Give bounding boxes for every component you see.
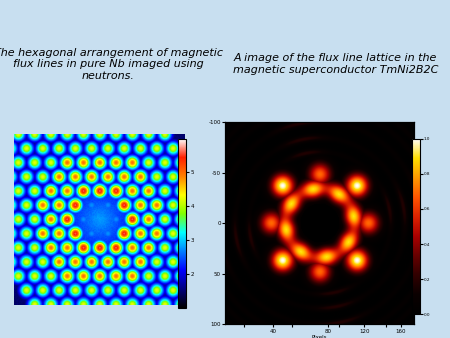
Text: The hexagonal arrangement of magnetic
flux lines in pure Nb imaged using
neutron: The hexagonal arrangement of magnetic fl… [0, 48, 222, 81]
Text: A image of the flux line lattice in the
magnetic superconductor TmNi2B2C: A image of the flux line lattice in the … [233, 53, 438, 75]
X-axis label: Pixels: Pixels [312, 335, 327, 338]
